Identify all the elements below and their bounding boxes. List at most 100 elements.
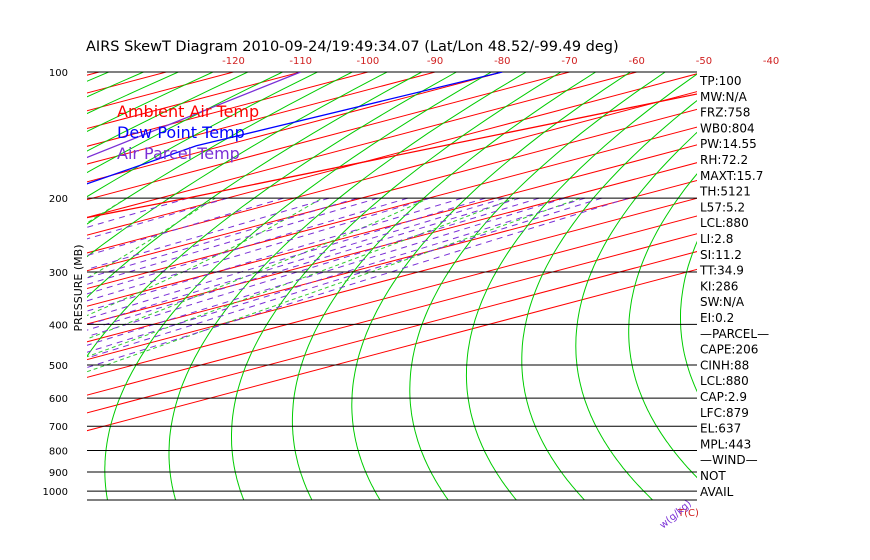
dry-adiabat-line [0,72,4,500]
stability-index: PW:14.55 [700,137,757,151]
isotherm-line [87,144,697,307]
legend-entry: Ambient Air Temp [117,102,259,121]
stability-index: WB0:804 [700,121,755,135]
isotherm-line [87,251,697,414]
isotherm-line [87,91,697,254]
isotherm-line [87,233,697,396]
stability-index: EL:637 [700,422,741,436]
top-temperature-tick-label: -80 [494,56,510,67]
moist-adiabat-line [87,197,323,317]
pressure-tick-label: 900 [49,468,68,479]
top-temperature-tick-label: -110 [289,56,312,67]
stability-index: MW:N/A [700,90,748,104]
moist-adiabat-line [87,197,581,373]
dry-adiabat-line [87,72,457,357]
stability-index: RH:72.2 [700,153,748,167]
top-temperature-tick-label: -60 [629,56,645,67]
pressure-tick-label: 400 [49,320,68,331]
pressure-tick-label: 800 [49,447,68,458]
stability-index: TP:100 [699,74,742,88]
stability-index: TT:34.9 [699,264,744,278]
pressure-tick-label: 600 [49,394,68,405]
dry-adiabat-line [0,72,39,500]
isotherm-line [87,72,369,147]
stability-index: LCL:880 [700,374,749,388]
dry-adiabat-line [231,72,562,500]
mixing-ratio-grid [87,197,629,369]
stability-index: —PARCEL— [700,327,769,341]
stability-index: TH:5121 [699,185,751,199]
top-temperature-tick-label: -50 [696,56,712,67]
dry-adiabat-line [409,72,666,500]
dry-adiabat-line [168,72,527,500]
isotherm-line [87,73,697,236]
top-temperature-tick-label: -90 [427,56,443,67]
mixing-ratio-line [87,197,540,338]
legend-entry: Dew Point Temp [117,123,245,142]
stability-index: SI:11.2 [700,248,742,262]
dry-adiabat-line [521,100,697,500]
mixing-ratio-line [87,197,602,359]
mixing-ratio-line [87,197,520,331]
top-temperature-tick-label: -120 [222,56,245,67]
dry-adiabat-line [87,72,109,82]
dry-adiabat-line [628,173,697,479]
isotherm-line [87,268,697,432]
isotherm-line [87,72,637,218]
isotherm-line [87,72,436,165]
stability-index: KI:286 [700,279,738,293]
isotherm-line [87,126,697,290]
mixing-ratio-line [87,197,505,326]
pressure-tick-label: 200 [49,194,68,205]
pressure-ticks: 100 200 300 400 500 600 700 800 900 1000 [43,68,68,498]
isotherm-line [87,215,697,378]
chart-title: AIRS SkewT Diagram 2010-09-24/19:49:34.0… [86,39,619,55]
moist-adiabat-line [0,198,56,500]
dry-adiabat-line [87,72,388,258]
top-temperature-tick-label: -70 [561,56,577,67]
moist-adiabat-grid [0,197,581,500]
pressure-tick-label: 500 [49,361,68,372]
isotherm-line [87,72,503,183]
mixing-ratio-line [87,197,486,320]
dry-adiabat-line [680,240,697,393]
stability-index: LFC:879 [700,406,749,420]
pressure-tick-label: 100 [49,68,68,79]
stability-index: CAP:2.9 [700,390,747,404]
stability-index: CINH:88 [700,358,749,372]
legend: Ambient Air Temp Dew Point Temp Air Parcel… [117,102,259,163]
top-temperature-tick-label: -100 [357,56,380,67]
stability-index: MAXT:15.7 [700,169,763,183]
pressure-tick-label: 300 [49,268,68,279]
legend-entry: Air Parcel Temp [117,144,240,163]
pressure-tick-label: 700 [49,422,68,433]
stability-index: SW:N/A [700,295,745,309]
dry-adiabat-grid [0,72,697,500]
x-axis-label: T(C) [677,508,699,519]
dry-adiabat-line [87,72,422,299]
dry-adiabat-line [575,131,697,500]
dry-adiabat-line [465,73,697,500]
isotherm-line [87,197,697,361]
isotherm-line [0,72,32,500]
mixing-ratio-line [87,197,565,346]
stability-index: MPL:443 [700,437,751,451]
mixing-ratio-line [87,197,189,228]
stability-index: LCL:880 [700,216,749,230]
isotherm-line [87,72,570,201]
mixing-ratio-line [87,197,629,369]
mixing-ratio-line [87,197,586,353]
stability-index: NOT [700,469,726,483]
dry-adiabat-line [0,72,74,500]
stability-index: EI:0.2 [700,311,734,325]
stability-index: L57:5.2 [700,200,745,214]
dry-adiabat-line [351,72,631,500]
top-temperature-tick-label: -40 [763,56,779,67]
pressure-tick-label: 1000 [43,487,68,498]
stability-index: FRZ:758 [700,106,750,120]
top-temperature-ticks: -120 -110 -100 -90 -80 -70 -60 -50 -40 [222,56,779,67]
stability-index: —WIND— [700,453,758,467]
stability-index: LI:2.8 [700,232,733,246]
dry-adiabat-line [291,72,596,500]
